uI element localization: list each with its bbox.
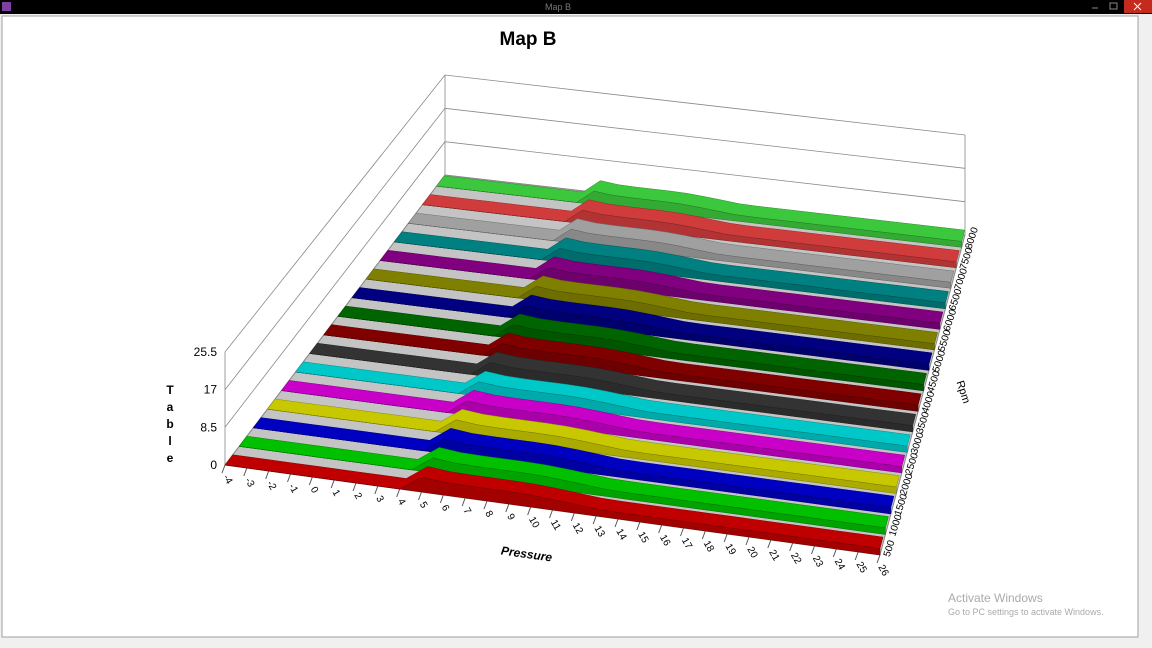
z-tick-label: 8.5 [200,420,217,434]
x-tick-label: 8 [482,509,495,520]
x-tick [680,527,684,537]
x-tick-label: 16 [657,533,672,549]
x-tick [265,470,270,480]
wall-edge [224,75,966,465]
x-tick-label: 2 [351,491,364,502]
title-bar [0,0,1152,14]
x-tick [243,467,248,477]
ribbon-front [224,464,881,556]
x-tick [461,497,466,507]
x-tick-label: 26 [875,563,890,579]
z-tick-label: 17 [204,383,218,397]
x-tick-label: 25 [854,560,869,576]
window-title: Map B [545,2,571,12]
x-tick-label: 19 [723,542,738,558]
x-tick-label: 7 [461,506,474,517]
x-tick [549,509,553,519]
x-tick-label: 10 [526,515,541,531]
x-tick [505,503,510,513]
x-tick [592,515,597,525]
x-tick [527,506,532,516]
x-tick [396,488,401,498]
chart-title: Map B [500,29,557,50]
x-tick [330,479,335,489]
x-tick-label: 22 [788,551,803,567]
x-tick [374,485,379,495]
x-tick-label: 23 [810,554,825,570]
x-tick [767,539,772,549]
x-tick [483,500,488,510]
x-tick [418,491,422,501]
x-tick [789,542,794,552]
y-tick-label: 500 [882,539,898,559]
x-tick [636,521,641,531]
x-tick [723,533,728,543]
x-tick [614,518,619,528]
x-tick-label: 13 [592,524,607,540]
x-tick [221,464,226,474]
x-tick [854,551,859,561]
x-tick [832,548,837,558]
x-tick-label: 0 [308,485,321,496]
z-tick-label: 0 [210,458,217,472]
x-tick-label: 14 [613,527,628,543]
x-tick-label: 5 [417,500,430,511]
x-tick [658,524,663,534]
x-tick [352,482,357,492]
x-tick [745,536,750,546]
x-tick-label: 12 [570,521,585,537]
x-tick-label: 3 [373,494,386,505]
watermark-subtitle: Go to PC settings to activate Windows. [948,607,1104,617]
x-tick-label: 6 [439,503,452,514]
x-tick-label: 4 [395,497,408,508]
maximize-button[interactable] [1109,2,1118,10]
x-tick [308,476,313,486]
x-tick [701,530,706,540]
x-tick [876,554,881,564]
x-tick-label: 9 [504,512,517,523]
watermark-title: Activate Windows [948,591,1043,605]
app-icon [2,2,11,11]
x-tick-label: 17 [679,536,694,552]
x-tick-label: 1 [330,488,343,499]
x-tick-label: 18 [701,539,716,555]
close-icon [1133,2,1142,11]
x-tick [439,494,444,504]
x-tick-label: 24 [832,557,847,573]
x-tick [811,545,815,555]
x-tick-label: 20 [744,545,759,561]
chart-frame [1,15,1139,638]
z-tick-label: 25.5 [194,345,218,359]
x-tick-label: 21 [766,548,781,564]
x-tick [287,473,291,483]
x-tick [570,512,575,522]
x-tick-label: 15 [635,530,650,546]
z-axis-label: Table [163,383,177,468]
